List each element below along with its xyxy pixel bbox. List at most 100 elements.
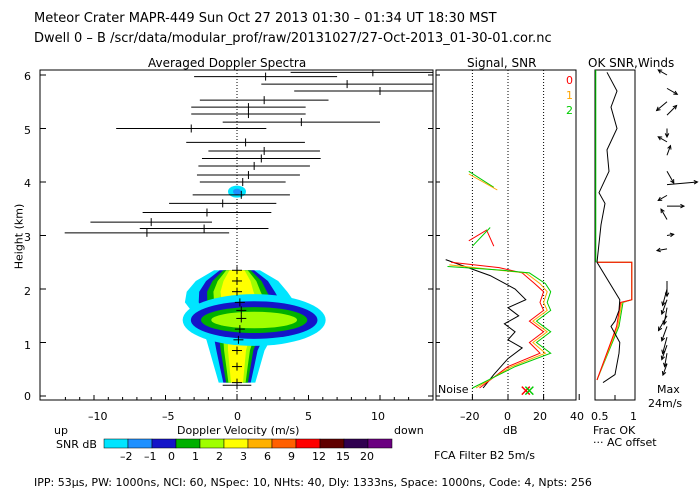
frac-x-tick-1: 1	[630, 410, 637, 423]
legend-1: 1	[566, 89, 573, 102]
ac-offset-label: ··· AC offset	[593, 436, 657, 449]
dwell-path: Dwell 0 – B /scr/data/modular_prof/raw/2…	[34, 31, 552, 46]
colorbar-tick-label: 3	[240, 450, 247, 463]
colorbar-swatch	[151, 438, 177, 449]
spectra-x-tick-m10: –10	[88, 410, 108, 423]
wind-vector	[666, 171, 675, 184]
frac-ok-line	[596, 72, 621, 384]
noise-label: Noise	[438, 383, 469, 396]
wind-arrowhead	[657, 69, 663, 74]
colorbar-swatch	[271, 438, 297, 449]
wind-vector	[662, 288, 668, 306]
winds-max-value: 24m/s	[648, 397, 683, 410]
wind-arrowhead	[657, 136, 663, 141]
spectra-x-tick-m5: –5	[162, 410, 175, 423]
colorbar-tick-label: –2	[120, 450, 133, 463]
colorbar-down-label: down	[394, 424, 424, 437]
wind-vector	[658, 315, 668, 331]
legend-0: 0	[566, 74, 573, 87]
wind-arrowhead	[680, 203, 686, 209]
signal-frame	[435, 69, 577, 401]
colorbar-tick-label: 9	[288, 450, 295, 463]
colorbar-swatch	[223, 438, 249, 449]
wind-vector	[663, 307, 668, 325]
wind-vector	[656, 101, 668, 111]
colorbar-tick-label: 1	[192, 450, 199, 463]
wind-vector	[660, 208, 668, 220]
wind-arrowhead	[662, 320, 667, 326]
wind-vector	[657, 194, 668, 201]
noise-marker	[521, 386, 531, 396]
colorbar-tick-label: 2	[216, 450, 223, 463]
frac-x-tick-05: 0.5	[591, 410, 609, 423]
colorbar-tick-label: 0	[168, 450, 175, 463]
wind-vector	[657, 136, 668, 143]
colorbar-swatch	[103, 438, 129, 449]
colorbar-up-label: up	[54, 424, 68, 437]
wind-arrowhead	[693, 180, 699, 185]
signal-series-signal	[445, 259, 527, 389]
wind-vector	[666, 181, 698, 186]
colorbar-swatch	[247, 438, 273, 449]
wind-vector	[661, 326, 668, 341]
wind-arrowhead	[661, 301, 666, 307]
frac-ok-frame	[594, 69, 636, 401]
y-tick-6: 6	[24, 70, 31, 83]
signal-x-tick-20: 20	[533, 410, 547, 423]
colorbar-swatch	[199, 438, 225, 449]
wind-arrowhead	[663, 362, 668, 368]
spectra-x-label: Doppler Velocity (m/s)	[177, 424, 300, 437]
colorbar-swatch	[367, 438, 393, 449]
colorbar-swatch	[319, 438, 345, 449]
spectra-x-tick-10: 10	[371, 410, 385, 423]
spectra-lobe-3	[211, 311, 298, 329]
y-tick-4: 4	[24, 177, 31, 190]
colorbar-swatch	[127, 438, 153, 449]
legend-2: 2	[566, 104, 573, 117]
spectra-title: Averaged Doppler Spectra	[148, 56, 307, 70]
spectra-x-tick-5: 5	[305, 410, 312, 423]
signal-fragment	[472, 227, 491, 247]
wind-arrowhead	[661, 349, 666, 355]
y-tick-0: 0	[24, 390, 31, 403]
wind-arrowhead	[660, 355, 666, 361]
wind-arrowhead	[657, 326, 663, 332]
colorbar-tick-label: 20	[360, 450, 374, 463]
wind-arrowhead	[667, 144, 672, 150]
signal-x-tick-0: 0	[504, 410, 511, 423]
footer-params: IPP: 53µs, PW: 1000ns, NCI: 60, NSpec: 1…	[34, 476, 592, 489]
wind-arrowhead	[660, 310, 666, 316]
wind-arrowhead	[660, 336, 666, 342]
wind-arrowhead	[670, 179, 675, 185]
wind-arrowhead	[672, 104, 678, 110]
wind-arrowhead	[664, 292, 670, 298]
wind-vector	[662, 363, 668, 376]
colorbar-tick-label: 15	[336, 450, 350, 463]
colorbar-swatch	[295, 438, 321, 449]
fca-filter-label: FCA Filter B2 5m/s	[434, 449, 535, 462]
wind-vector	[666, 87, 678, 95]
wind-arrowhead	[669, 232, 675, 238]
page-title: Meteor Crater MAPR-449 Sun Oct 27 2013 0…	[34, 11, 497, 26]
frac-ok-band-2	[596, 261, 633, 381]
signal-x-label: dB	[503, 424, 518, 437]
noise-marker	[524, 386, 534, 396]
y-tick-5: 5	[24, 124, 31, 137]
colorbar-tick-label: 12	[312, 450, 326, 463]
signal-x-tick-m20: –20	[460, 410, 480, 423]
wind-arrowhead	[655, 106, 661, 112]
y-tick-3: 3	[24, 231, 31, 244]
wind-arrowhead	[660, 208, 665, 214]
wind-arrowhead	[673, 90, 679, 95]
signal-series-snr_2	[447, 266, 552, 389]
signal-fragment	[468, 170, 495, 188]
wind-vector	[666, 105, 677, 116]
wind-arrowhead	[664, 133, 670, 139]
y-tick-2: 2	[24, 285, 31, 298]
ok-snr-winds-title: OK SNR,Winds	[588, 56, 675, 70]
colorbar-tick-label: 6	[264, 450, 271, 463]
spectra-x-tick-0: 0	[234, 410, 241, 423]
colorbar-tick-label: –1	[144, 450, 157, 463]
wind-vector	[661, 299, 668, 315]
